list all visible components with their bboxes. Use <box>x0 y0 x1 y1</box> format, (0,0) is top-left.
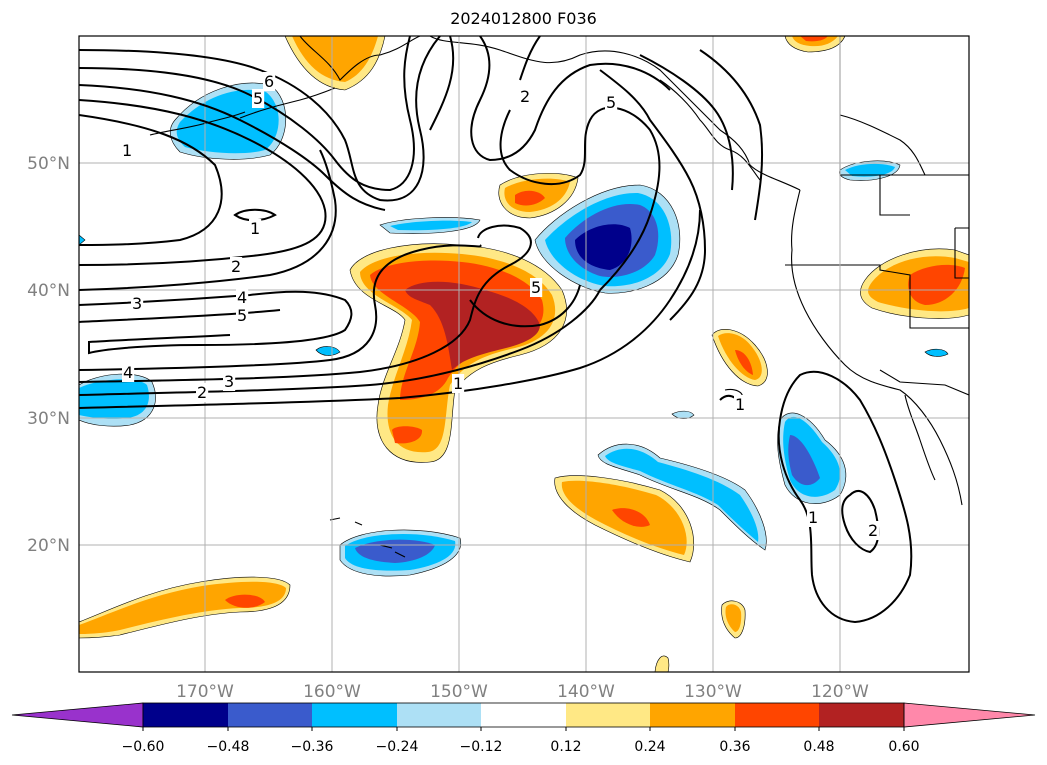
colorbar-tick-label: −0.48 <box>207 739 250 755</box>
contour-label: 5 <box>253 89 263 108</box>
contour-label: 2 <box>868 521 878 540</box>
lon-label-130w: 130°W <box>684 682 742 702</box>
colorbar-tick-label: 0.12 <box>550 739 581 755</box>
colorbar: −0.60 −0.48 −0.36 −0.24 −0.12 0.12 0.24 … <box>11 702 1036 755</box>
lat-label-50n: 50°N <box>27 154 70 174</box>
colorbar-ticks <box>142 727 905 731</box>
contour-label: 4 <box>123 363 133 382</box>
colorbar-tick-label: 0.60 <box>888 739 919 755</box>
longitude-labels: 170°W 160°W 150°W 140°W 130°W 120°W <box>176 682 869 702</box>
map-area: 6 5 1 1 2 3 4 5 4 3 2 1 5 2 5 1 1 2 <box>79 36 969 672</box>
colorbar-extend-high <box>903 702 1036 728</box>
shaded-fields <box>79 36 969 672</box>
colorbar-swatch <box>397 703 481 727</box>
contour-label: 2 <box>520 87 530 106</box>
lon-label-120w: 120°W <box>811 682 869 702</box>
latitude-labels: 50°N 40°N 30°N 20°N <box>27 154 70 556</box>
contour-label: 3 <box>132 294 142 313</box>
contour-label: 1 <box>122 141 132 160</box>
gridlines <box>79 36 969 672</box>
lat-label-40n: 40°N <box>27 281 70 301</box>
colorbar-tick-label: −0.24 <box>376 739 419 755</box>
map-frame <box>78 35 970 673</box>
lat-label-30n: 30°N <box>27 409 70 429</box>
contour-label: 2 <box>231 257 241 276</box>
colorbar-tick-label: −0.60 <box>122 739 165 755</box>
lon-label-160w: 160°W <box>303 682 361 702</box>
contour-label: 1 <box>808 508 818 527</box>
contour-label: 5 <box>606 93 616 112</box>
colorbar-swatch <box>143 703 228 727</box>
colorbar-swatch <box>735 703 819 727</box>
colorbar-extend-low <box>11 702 144 728</box>
contour-label: 6 <box>264 72 274 91</box>
colorbar-swatch <box>650 703 735 727</box>
contour-label: 5 <box>237 306 247 325</box>
lat-label-20n: 20°N <box>27 536 70 556</box>
contour-label: 5 <box>531 278 541 297</box>
lon-label-140w: 140°W <box>557 682 615 702</box>
contour-label: 1 <box>735 395 745 414</box>
colorbar-outline <box>142 702 905 728</box>
colorbar-swatch <box>819 703 904 727</box>
lon-label-170w: 170°W <box>176 682 234 702</box>
colorbar-tick-label: −0.36 <box>291 739 334 755</box>
colorbar-swatch <box>312 703 397 727</box>
contour-label: 2 <box>197 383 207 402</box>
colorbar-tick-label: −0.12 <box>460 739 503 755</box>
colorbar-tick-label: 0.24 <box>634 739 665 755</box>
contour-label: 4 <box>237 288 247 307</box>
colorbar-tick-label: 0.36 <box>719 739 750 755</box>
contour-label: 3 <box>224 372 234 391</box>
colorbar-tick-label: 0.48 <box>803 739 834 755</box>
contour-label: 1 <box>453 374 463 393</box>
colorbar-swatch <box>481 703 566 727</box>
colorbar-swatch <box>566 703 650 727</box>
contour-label-group: 6 5 1 1 2 3 4 5 4 3 2 1 5 2 5 1 1 2 <box>121 72 880 540</box>
colorbar-swatch <box>228 703 312 727</box>
contour-label: 1 <box>250 219 260 238</box>
lon-label-150w: 150°W <box>430 682 488 702</box>
map-title: 2024012800 F036 <box>450 9 597 28</box>
